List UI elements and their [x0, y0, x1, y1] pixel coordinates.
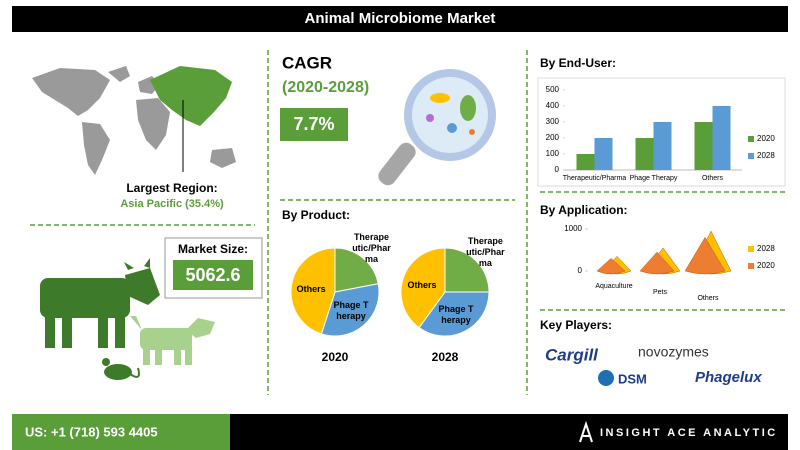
y-tick-label: 400	[546, 101, 560, 110]
cagr-value: 7.7%	[293, 114, 334, 134]
magnifier-icon	[378, 69, 496, 186]
x-tick-label: Phage Therapy	[630, 175, 678, 182]
pie-label-text: Therapeutic/Pharma	[466, 236, 505, 269]
players-title: Key Players:	[540, 318, 612, 332]
x-tick-label: Others	[697, 295, 719, 302]
pie-slice	[290, 247, 336, 335]
region-label: Largest Region:	[126, 181, 217, 195]
footer-brand: INSIGHT ACE ANALYTIC	[600, 427, 778, 439]
asia-region	[150, 66, 232, 126]
pie-label-text: Phage Therapy	[333, 300, 369, 322]
player-logo: DSM	[618, 371, 647, 386]
header-bar	[12, 6, 788, 32]
player-logo: Phagelux	[695, 369, 762, 386]
x-tick-label: Aquaculture	[595, 283, 632, 290]
bar	[576, 154, 595, 170]
bar	[653, 122, 672, 170]
market-size-value: 5062.6	[185, 265, 240, 285]
pie-slice	[400, 247, 446, 329]
title: Animal Microbiome Market	[305, 10, 496, 27]
cone	[596, 258, 626, 275]
brand-icon	[579, 420, 593, 443]
pie-year: 2028	[432, 350, 459, 364]
player-logo: Cargill	[545, 345, 599, 364]
x-tick-label: Others	[702, 175, 724, 182]
bar	[635, 138, 654, 170]
cagr-label: CAGR	[282, 53, 332, 72]
y-tick-label: 0	[578, 266, 583, 275]
y-tick-label: 300	[546, 117, 560, 126]
cagr-badge	[280, 108, 348, 141]
legend-label: 2028	[757, 151, 775, 160]
pie-label: Phage Therapy	[438, 303, 474, 325]
pie-slice	[418, 291, 490, 337]
world-map	[32, 66, 236, 175]
cone	[684, 236, 726, 275]
footer-phone: US: +1 (718) 593 4405	[25, 424, 158, 439]
bar	[712, 106, 731, 170]
y-tick-label: 200	[546, 133, 560, 142]
bar	[594, 138, 613, 170]
pie-label-text: Phage Therapy	[438, 303, 474, 325]
application-title: By Application:	[540, 203, 628, 217]
market-size-label: Market Size:	[178, 242, 248, 256]
footer-phone-bar	[12, 414, 230, 450]
cone	[639, 251, 675, 275]
pie-label: Therapeutic/Pharma	[352, 232, 391, 265]
market-size-badge	[173, 260, 253, 290]
x-tick-label: Therapeutic/Pharma	[563, 175, 627, 182]
legend-swatch	[748, 263, 754, 269]
player-logo: novozymes	[638, 344, 709, 360]
bar	[694, 122, 713, 170]
dog-icon	[130, 316, 215, 365]
y-tick-label: 100	[546, 149, 560, 158]
pie-label: Others	[407, 280, 437, 291]
pie-label-text: Others	[407, 280, 437, 291]
market-size-box	[164, 237, 263, 299]
pie-slice	[444, 247, 490, 293]
pie-label: Therapeutic/Pharma	[466, 236, 505, 269]
legend-swatch	[748, 153, 754, 159]
product-title: By Product:	[282, 208, 350, 222]
pie-slice	[320, 283, 380, 337]
pie-slice	[334, 247, 379, 293]
pie-year: 2020	[322, 350, 349, 364]
legend-label: 2020	[757, 134, 775, 143]
rat-icon	[102, 358, 140, 380]
cagr-period: (2020-2028)	[282, 79, 369, 96]
legend-swatch	[748, 246, 754, 252]
region-value: Asia Pacific (35.4%)	[120, 198, 224, 210]
y-tick-label: 500	[546, 85, 560, 94]
legend-label: 2020	[757, 261, 775, 270]
pie-label: Others	[296, 283, 326, 294]
cow-icon	[40, 258, 160, 348]
y-tick-label: 1000	[564, 224, 582, 233]
legend-swatch	[748, 136, 754, 142]
y-tick-label: 0	[555, 165, 560, 174]
dsm-icon	[598, 370, 614, 386]
pie-label: Phage Therapy	[333, 300, 369, 322]
pie-label-text: Therapeutic/Pharma	[352, 232, 391, 265]
footer-brand-bar	[230, 414, 788, 450]
end-user-title: By End-User:	[540, 56, 616, 70]
pie-label-text: Others	[296, 283, 326, 294]
x-tick-label: Pets	[653, 289, 668, 296]
legend-label: 2028	[757, 244, 775, 253]
end-user-frame	[537, 77, 786, 187]
